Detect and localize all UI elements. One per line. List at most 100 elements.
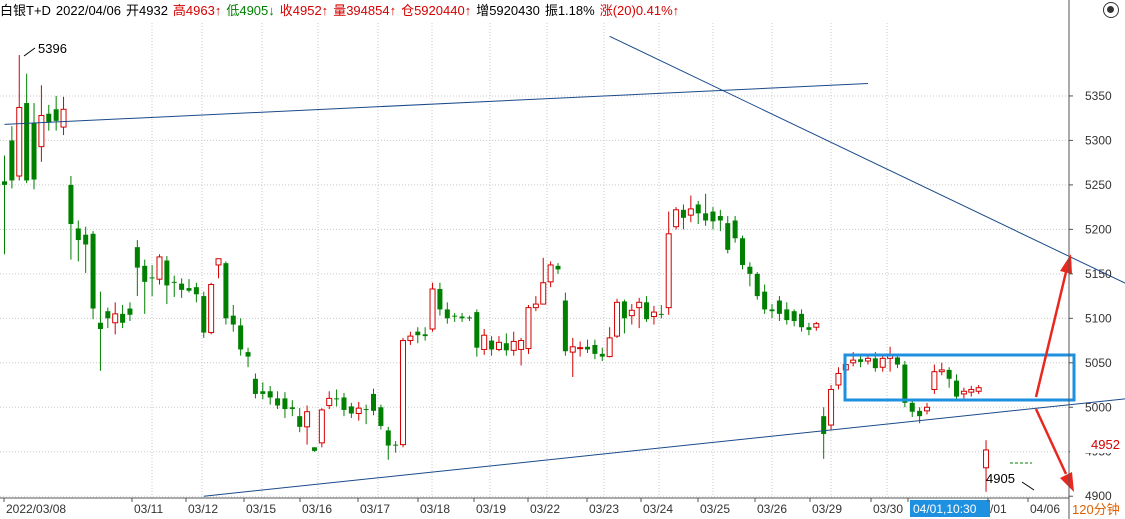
candle-body [171,281,177,283]
candle-body [614,301,621,337]
candle-body [371,393,376,411]
y-tick-label: 5000 [1085,400,1112,414]
candles [2,55,990,492]
period-label[interactable]: 120分钟 [1072,502,1120,517]
candle [459,312,465,322]
candle-body [393,444,399,446]
grid-lines [0,23,1069,498]
candle-body [628,309,635,317]
candle [525,304,532,354]
volume: 量394854↑ [333,3,397,18]
candle [577,341,584,357]
candle-body [518,340,525,350]
candle [24,73,30,184]
x-tick-label: 03/29 [812,502,842,516]
candle [127,302,133,321]
candle [747,262,753,287]
candle-body [289,407,295,410]
candle [311,447,317,452]
y-tick-label: 5150 [1085,267,1112,281]
candle-body [673,209,680,228]
candle [46,104,52,131]
candle-body [97,322,103,329]
candle [621,299,627,334]
interest-increase: 增5920430 [476,3,540,18]
candle [2,155,7,255]
candle [754,272,760,300]
candle [636,297,643,329]
candle [16,55,23,181]
candle-body [791,311,797,321]
candle [422,327,428,341]
candle [393,441,399,453]
candle-body [754,273,760,297]
candle-body [954,380,960,397]
trendlines [4,35,1125,497]
candle-body [975,387,982,392]
candle-body [24,103,30,181]
candle [53,95,59,131]
candle [628,304,635,325]
candle-body [142,265,148,282]
high-price: 高4963↑ [172,3,222,18]
x-tick-label: 03/23 [589,502,619,516]
candle-body [503,343,509,351]
candle-body [179,283,185,290]
candle [97,291,103,371]
consolidation-box [843,353,1076,402]
candle-body [437,288,443,310]
x-tick-label: 03/11 [134,502,163,516]
candle-body [806,327,812,330]
candle [208,282,215,335]
candle [245,347,251,368]
candle [562,292,568,356]
candle-body [75,228,81,241]
candle [452,312,458,322]
candle-body [813,323,820,328]
candle [924,402,930,415]
candle [540,257,547,305]
last-price-marker [1070,436,1125,453]
candle-body [931,371,938,390]
candle [532,296,539,312]
candle-body [695,204,701,214]
candle [75,220,81,262]
candle [429,282,436,332]
quote-header: 白银T+D 2022/04/06 开4932 高4963↑ 低4905↓ 收4952↑ 量3… [0,0,684,22]
candle [813,321,820,331]
candle-body [275,398,281,406]
candle [703,193,709,226]
candle [215,258,222,279]
candle-body [260,391,266,394]
candle-body [208,284,215,334]
x-tick-label: 03/26 [757,502,787,516]
candle [835,367,842,390]
candle-body [127,308,133,315]
x-tick-label: 03/30 [873,502,903,516]
candle [171,275,177,297]
candle [740,235,745,270]
candle-body [547,264,554,283]
candle-body [105,311,111,319]
candle [503,333,509,356]
candle [938,362,945,376]
breakout-down-arrow [1034,408,1074,492]
candle-body [407,335,414,342]
candle-body [592,345,598,354]
candle-body [400,340,407,446]
low-annotation-label: 4905 [986,471,1015,486]
candle-body [215,258,222,266]
candle [31,103,37,190]
candle [968,385,975,397]
settings-icon[interactable] [1103,2,1119,18]
candle-body [569,346,576,353]
candle [201,291,207,338]
candle [415,327,421,344]
candle-body [38,115,45,148]
candle-body [828,388,835,426]
y-tick-label: 5300 [1085,133,1112,147]
candle [474,309,480,357]
candle [931,364,938,394]
candle-body [355,407,362,414]
